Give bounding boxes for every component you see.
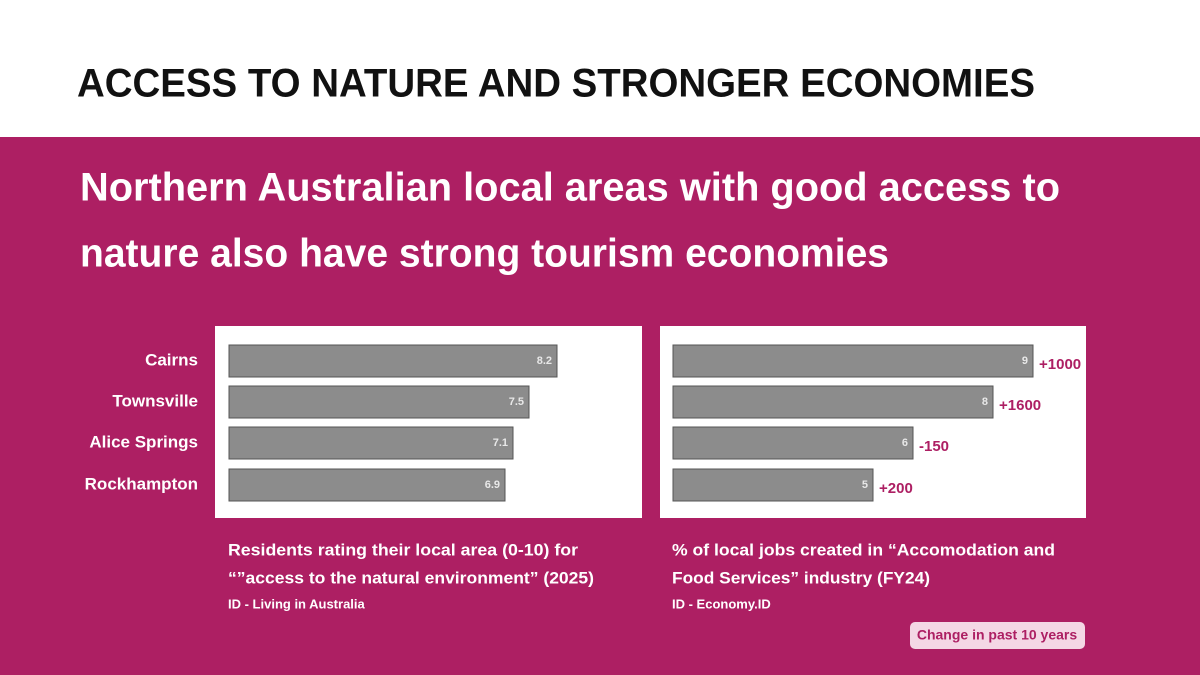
category-label: Rockhampton: [85, 474, 198, 493]
page-title: ACCESS TO NATURE AND STRONGER ECONOMIES: [77, 62, 1035, 106]
value-label: 5: [862, 479, 868, 491]
value-label: 7.5: [509, 396, 524, 408]
chart-caption: Residents rating their local area (0-10)…: [228, 540, 578, 559]
value-label: 8: [982, 396, 988, 408]
change-label: +1600: [999, 397, 1041, 414]
chart-caption: “”access to the natural environment” (20…: [228, 568, 594, 587]
bar: [672, 344, 1034, 378]
note: Change in past 10 years: [917, 627, 1078, 643]
bar: [228, 468, 506, 502]
note-pill: [910, 622, 1085, 649]
change-label: +200: [879, 480, 913, 497]
category-label: Alice Springs: [89, 432, 198, 451]
header-bg: [0, 0, 1200, 137]
chart-caption: Food Services” industry (FY24): [672, 568, 930, 587]
value-label: 6: [902, 437, 908, 449]
category-label: Cairns: [145, 350, 198, 369]
chart-source: ID - Living in Australia: [228, 596, 366, 611]
subtitle: nature also have strong tourism economie…: [80, 232, 889, 276]
bar: [228, 426, 514, 460]
chart-source: ID - Economy.ID: [672, 596, 771, 611]
bar: [672, 385, 994, 419]
chart-caption: % of local jobs created in “Accomodation…: [672, 540, 1055, 559]
bar: [672, 468, 874, 502]
value-label: 7.1: [493, 437, 508, 449]
change-label: -150: [919, 438, 949, 455]
bar: [228, 344, 558, 378]
change-label: +1000: [1039, 356, 1081, 373]
bar: [672, 426, 914, 460]
value-label: 8.2: [537, 355, 552, 367]
value-label: 6.9: [485, 479, 500, 491]
bar: [228, 385, 530, 419]
category-label: Townsville: [112, 391, 198, 410]
value-label: 9: [1022, 355, 1028, 367]
subtitle: Northern Australian local areas with goo…: [80, 166, 1060, 210]
